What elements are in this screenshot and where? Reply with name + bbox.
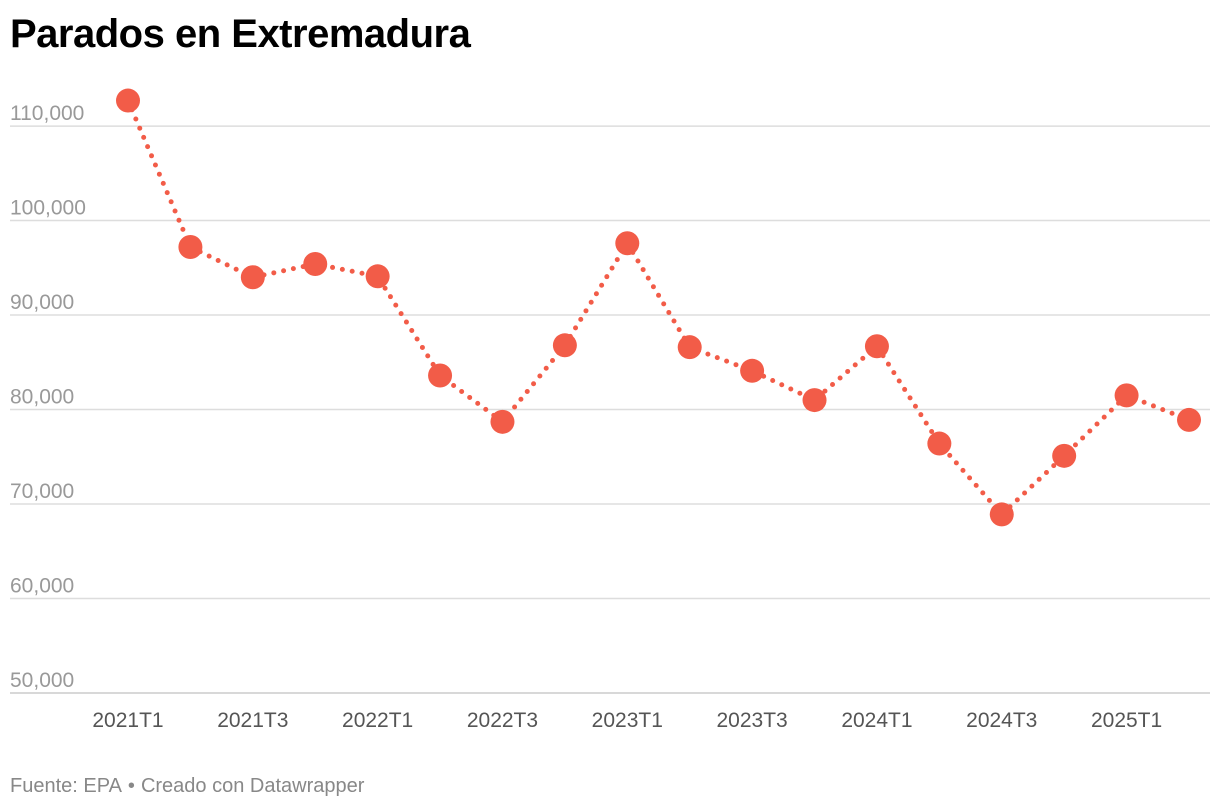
data-point <box>677 335 702 360</box>
footer-separator: • <box>127 775 135 797</box>
y-tick-label: 50,000 <box>10 669 74 692</box>
data-point <box>802 388 827 413</box>
x-tick-label: 2024T1 <box>841 709 912 732</box>
y-tick-label: 90,000 <box>10 291 74 314</box>
credit-note: Creado con Datawrapper <box>140 775 365 797</box>
data-point <box>864 334 889 359</box>
data-point <box>740 358 765 383</box>
data-point <box>1052 443 1077 468</box>
x-tick-label: 2024T3 <box>966 709 1037 732</box>
data-point <box>552 333 577 358</box>
source-note: Fuente: EPA <box>10 775 122 797</box>
x-tick-label: 2022T1 <box>342 709 413 732</box>
data-point <box>428 363 453 388</box>
y-tick-label: 100,000 <box>10 197 86 220</box>
data-point <box>240 265 265 290</box>
data-point <box>116 88 140 113</box>
series-line-layer <box>125 98 1192 517</box>
x-tick-label: 2025T1 <box>1091 709 1162 732</box>
data-point <box>303 252 328 277</box>
data-point <box>1114 383 1139 408</box>
chart-footer: Fuente: EPA • Creado con Datawrapper <box>10 774 364 798</box>
data-point <box>989 502 1014 527</box>
data-point <box>927 431 952 456</box>
y-tick-label: 60,000 <box>10 575 74 598</box>
x-tick-label: 2023T3 <box>717 709 788 732</box>
line-chart: 50,000 60,000 70,000 80,000 90,000 100,000 110… <box>10 88 1210 732</box>
x-tick-label: 2021T1 <box>92 709 163 732</box>
series-points <box>116 88 1201 527</box>
data-point <box>615 231 640 256</box>
chart-title: Parados en Extremadura <box>10 12 471 56</box>
x-tick-label: 2023T1 <box>592 709 663 732</box>
y-tick-label: 70,000 <box>10 480 74 503</box>
data-point <box>178 235 203 260</box>
y-tick-label: 80,000 <box>10 386 74 409</box>
y-tick-label: 110,000 <box>10 102 84 125</box>
x-axis-ticks: 2021T1 2021T3 2022T1 2022T3 2023T1 2023T3 2024… <box>92 709 1162 732</box>
x-tick-label: 2022T3 <box>467 709 538 732</box>
grid-lines <box>10 125 1210 600</box>
data-point <box>490 409 515 434</box>
series-line <box>125 98 1192 517</box>
x-tick-label: 2021T3 <box>217 709 288 732</box>
data-point <box>365 264 390 289</box>
data-point <box>1177 407 1201 432</box>
y-axis-ticks: 50,000 60,000 70,000 80,000 90,000 100,000 110… <box>10 102 86 692</box>
